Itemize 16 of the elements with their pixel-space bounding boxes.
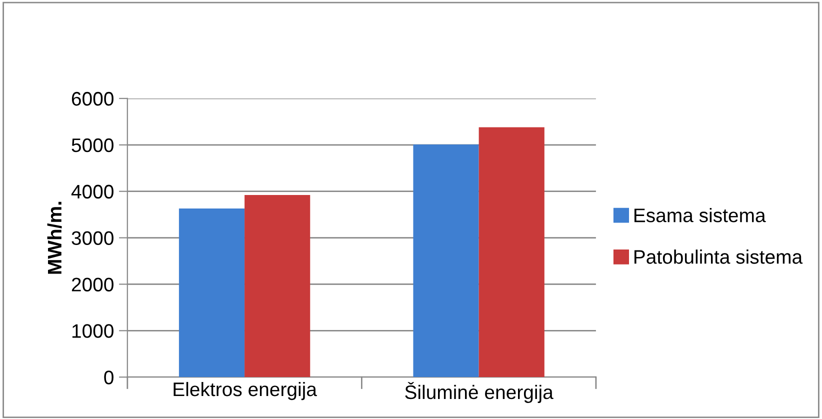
y-tick-label: 2000 [72,278,114,292]
y-tick-label: 4000 [71,184,114,199]
y-tick-label: 5000 [72,138,114,152]
bar [244,195,310,378]
y-tick-label: 3000 [72,231,114,246]
bar [478,127,544,378]
y-tick-label: 0 [104,370,114,384]
legend-label: Esama sistema [634,208,766,222]
bar [178,208,245,378]
bar [413,144,479,378]
x-tick-label: Elektros energija [174,382,317,400]
legend-label: Patobulinta sistema [634,250,803,264]
y-axis-title: MWh/m. [47,202,62,274]
y-tick-label: 1000 [72,324,114,338]
y-tick-label: 6000 [72,92,114,106]
x-tick-label: Šiluminė energija [405,382,554,403]
